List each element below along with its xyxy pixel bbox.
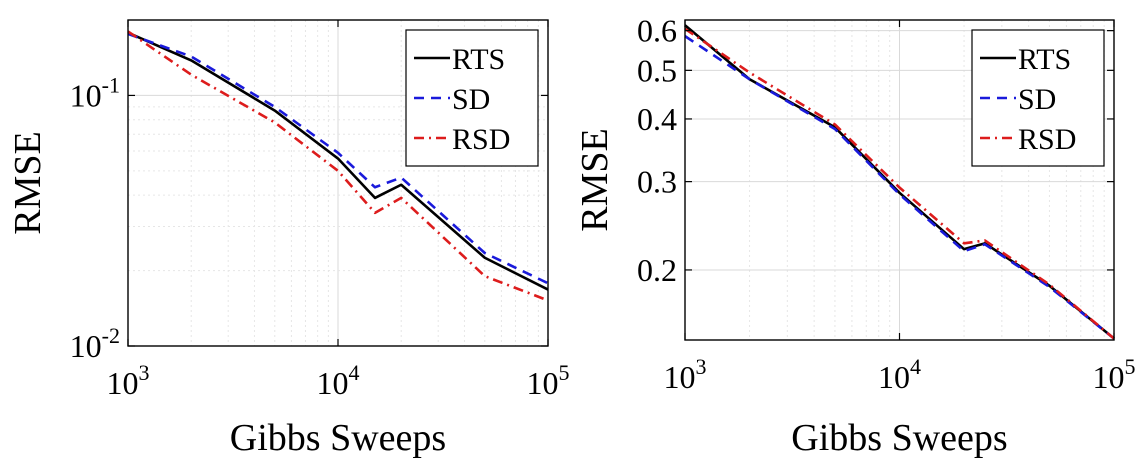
y-tick-label: 0.6 bbox=[637, 13, 677, 49]
x-tick-label: 104 bbox=[317, 360, 360, 401]
chart-panel-2: 103 104 105 0.2 0.3 0.4 0.50.6 Gibbs Sweeps RMSE… bbox=[574, 13, 1136, 459]
y-tick-label: 10-2 bbox=[70, 323, 120, 364]
legend-label-sd: SD bbox=[452, 83, 490, 116]
x-axis-title: Gibbs Sweeps bbox=[230, 417, 446, 459]
series-line-sd bbox=[684, 35, 1115, 340]
legend: RTS SD RSD bbox=[971, 29, 1105, 167]
x-tick-label: 104 bbox=[878, 354, 921, 395]
x-axis-title: Gibbs Sweeps bbox=[791, 417, 1007, 459]
y-axis-title: RMSE bbox=[574, 128, 616, 231]
y-tick-label: 0.2 bbox=[637, 252, 677, 288]
legend-label-rsd: RSD bbox=[452, 123, 510, 156]
y-tick-label: 0.3 bbox=[637, 164, 677, 200]
legend-label-rts: RTS bbox=[452, 43, 505, 76]
legend: RTS SD RSD bbox=[405, 29, 539, 167]
y-tick-label: 0.4 bbox=[637, 101, 677, 137]
y-axis-title: RMSE bbox=[7, 131, 49, 234]
x-tick-label: 103 bbox=[107, 360, 150, 401]
chart-panel-1: 103 104 105 10-2 10-1 Gibbs Sweeps RMSE RTS SD RS… bbox=[7, 19, 570, 459]
legend-label-rsd: RSD bbox=[1018, 123, 1076, 156]
x-tick-label: 105 bbox=[1093, 354, 1136, 395]
legend-box bbox=[405, 29, 539, 167]
legend-box bbox=[971, 29, 1105, 167]
series-line-rsd bbox=[684, 27, 1115, 340]
legend-label-rts: RTS bbox=[1018, 43, 1071, 76]
legend-label-sd: SD bbox=[1018, 83, 1056, 116]
y-tick-label: 0.5 bbox=[637, 52, 677, 88]
x-tick-label: 105 bbox=[527, 360, 570, 401]
y-tick-label: 10-1 bbox=[70, 72, 120, 113]
series-line-rsd bbox=[127, 30, 549, 302]
series-line-rts bbox=[127, 31, 549, 291]
series-line-sd bbox=[127, 32, 549, 285]
x-tick-label: 103 bbox=[664, 354, 707, 395]
